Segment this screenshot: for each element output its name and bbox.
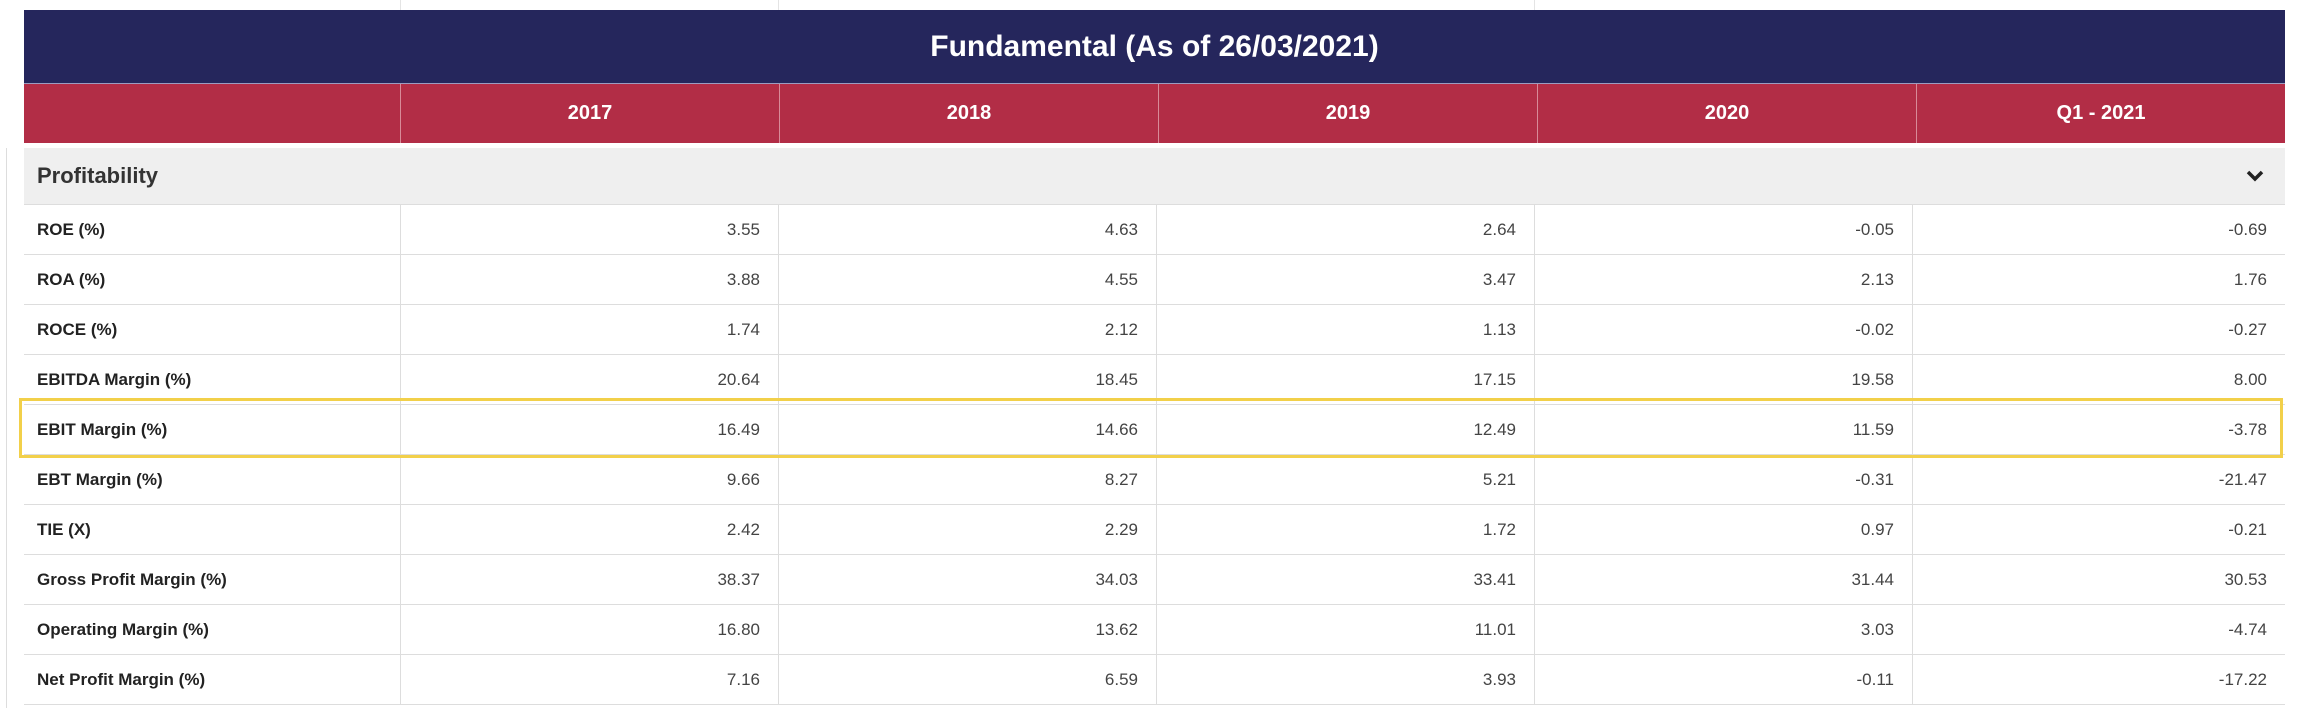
cell-value: 16.80 [400, 605, 778, 654]
table-row: Operating Margin (%) 16.80 13.62 11.01 3.03-… [24, 605, 2285, 655]
cell-value: 31.44 [1534, 555, 1912, 604]
cell-value: 4.63 [778, 205, 1156, 254]
row-label: EBITDA Margin (%) [37, 369, 192, 389]
fundamental-table: Fundamental (As of 26/03/2021) 2017 2018… [24, 10, 2285, 705]
cell-value: 12.49 [1156, 405, 1534, 454]
table-row: Gross Profit Margin (%) 38.37 34.03 33.41 31… [24, 555, 2285, 605]
cell-value: 13.62 [778, 605, 1156, 654]
table-row: ROCE (%) 1.74 2.12 1.13 -0.02 -0.27 [24, 305, 2285, 355]
row-label: ROCE (%) [37, 319, 118, 339]
cell-value: 1.72 [1156, 505, 1534, 554]
row-label: Operating Margin (%) [37, 619, 209, 639]
table-row: EBIT Margin (%) 16.49 14.66 12.49 11.59 -3.78 [24, 405, 2285, 455]
column-header: Q1 - 2021 [1916, 84, 2285, 143]
row-label: Net Profit Margin (%) [37, 669, 206, 689]
cell-value: 6.59 [778, 655, 1156, 704]
table-row: ROE (%) 3.55 4.63 2.64 -0.05 -0.69 [24, 205, 2285, 255]
table-row: TIE (X) 2.42 2.29 1.72 0.97 -0.21 [24, 505, 2285, 555]
cell-value: 5.21 [1156, 455, 1534, 504]
cell-value: -17.22 [1912, 655, 2285, 704]
cell-value: 7.16 [400, 655, 778, 704]
row-label: ROA (%) [37, 269, 106, 289]
cell-value: -0.31 [1534, 455, 1912, 504]
cell-value: 38.37 [400, 555, 778, 604]
cell-value: 2.13 [1534, 255, 1912, 304]
cell-value: -3.78 [1912, 405, 2285, 454]
cell-value: 1.13 [1156, 305, 1534, 354]
cell-value: -0.05 [1534, 205, 1912, 254]
cell-value: -0.21 [1912, 505, 2285, 554]
cell-value: 3.88 [400, 255, 778, 304]
cell-value: 2.64 [1156, 205, 1534, 254]
row-label: ROE (%) [37, 219, 105, 239]
cell-value: 1.76 [1912, 255, 2285, 304]
table-row: ROA (%) 3.88 4.55 3.47 2.13 1.76 [24, 255, 2285, 305]
cell-value: 1.74 [400, 305, 778, 354]
cell-value: 4.55 [778, 255, 1156, 304]
cell-value: 19.58 [1534, 355, 1912, 404]
column-header: 2017 [400, 84, 779, 143]
table-row: EBT Margin (%) 9.66 8.27 5.21 -0.31 -21.47 [24, 455, 2285, 505]
table-row: Net Profit Margin (%) 7.16 6.59 3.93 -0.11 -1… [24, 655, 2285, 705]
column-header-empty [24, 84, 400, 143]
divider [1534, 0, 1535, 12]
cell-value: 20.64 [400, 355, 778, 404]
row-label: EBT Margin (%) [37, 469, 163, 489]
cell-value: -0.11 [1534, 655, 1912, 704]
cell-value: -21.47 [1912, 455, 2285, 504]
chevron-down-icon [2246, 170, 2264, 182]
cell-value: 16.49 [400, 405, 778, 454]
column-header: 2020 [1537, 84, 1916, 143]
cell-value: 3.55 [400, 205, 778, 254]
cell-value: 33.41 [1156, 555, 1534, 604]
table-row: EBITDA Margin (%) 20.64 18.45 17.15 19.58 8.0… [24, 355, 2285, 405]
table-title: Fundamental (As of 26/03/2021) [24, 10, 2285, 84]
cell-value: -0.69 [1912, 205, 2285, 254]
cell-value: 14.66 [778, 405, 1156, 454]
cell-value: 17.15 [1156, 355, 1534, 404]
cell-value: 2.29 [778, 505, 1156, 554]
cell-value: 11.59 [1534, 405, 1912, 454]
divider [6, 148, 7, 708]
row-label: TIE (X) [37, 519, 91, 539]
cell-value: 11.01 [1156, 605, 1534, 654]
column-header: 2019 [1158, 84, 1537, 143]
cell-value: 30.53 [1912, 555, 2285, 604]
cell-value: 3.03 [1534, 605, 1912, 654]
section-profitability-toggle[interactable]: Profitability [24, 148, 2285, 205]
cell-value: 3.93 [1156, 655, 1534, 704]
cell-value: 9.66 [400, 455, 778, 504]
cell-value: 34.03 [778, 555, 1156, 604]
divider [778, 0, 779, 12]
row-label: Gross Profit Margin (%) [37, 569, 227, 589]
cell-value: 2.12 [778, 305, 1156, 354]
cell-value: -0.02 [1534, 305, 1912, 354]
table-body: ROE (%) 3.55 4.63 2.64 -0.05 -0.69 ROA (%) 3.88… [24, 205, 2285, 705]
cell-value: -4.74 [1912, 605, 2285, 654]
row-label: EBIT Margin (%) [37, 419, 168, 439]
column-header-row: 2017 2018 2019 2020 Q1 - 2021 [24, 84, 2285, 143]
divider [400, 0, 401, 12]
cell-value: 8.00 [1912, 355, 2285, 404]
cell-value: 18.45 [778, 355, 1156, 404]
cell-value: 0.97 [1534, 505, 1912, 554]
cell-value: 8.27 [778, 455, 1156, 504]
section-title: Profitability [37, 163, 159, 188]
cell-value: 2.42 [400, 505, 778, 554]
column-header: 2018 [779, 84, 1158, 143]
cell-value: -0.27 [1912, 305, 2285, 354]
cell-value: 3.47 [1156, 255, 1534, 304]
